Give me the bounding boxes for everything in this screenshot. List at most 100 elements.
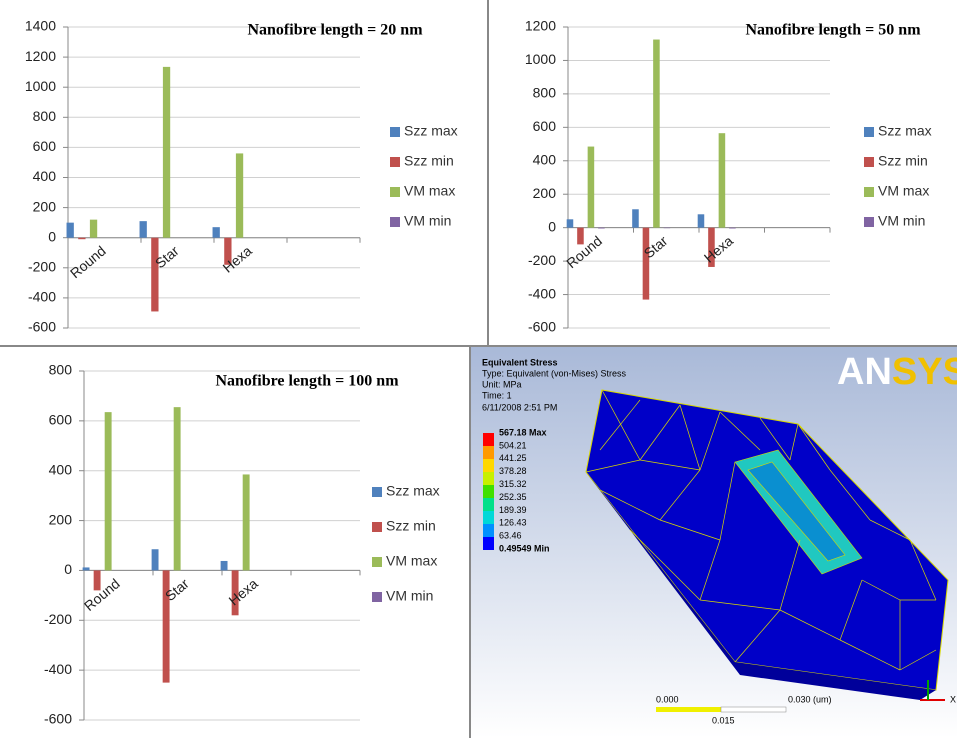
y-tick-label: -200 bbox=[28, 259, 56, 275]
legend-value: 315.32 bbox=[499, 479, 527, 489]
bar bbox=[664, 228, 671, 229]
bar bbox=[598, 228, 605, 229]
y-tick-label: -600 bbox=[28, 319, 56, 335]
y-tick-label: 200 bbox=[33, 198, 57, 214]
bar bbox=[243, 474, 250, 570]
legend-swatch bbox=[372, 487, 382, 497]
scale-bar bbox=[721, 707, 786, 712]
y-tick-label: -400 bbox=[528, 285, 556, 301]
legend-label: VM min bbox=[386, 588, 433, 604]
legend-swatch bbox=[372, 557, 382, 567]
ansys-date: 6/11/2008 2:51 PM bbox=[482, 402, 557, 412]
bar bbox=[83, 567, 90, 570]
legend-swatch bbox=[372, 592, 382, 602]
legend-swatch bbox=[864, 157, 874, 167]
bar bbox=[719, 133, 726, 227]
y-tick-label: -200 bbox=[44, 611, 72, 627]
legend-label: Szz min bbox=[386, 518, 436, 534]
y-tick-label: 1400 bbox=[25, 18, 56, 34]
legend-label: VM max bbox=[386, 553, 437, 569]
legend-swatch bbox=[390, 127, 400, 137]
legend-value: 0.49549 Min bbox=[499, 543, 550, 553]
y-tick-label: 0 bbox=[548, 218, 556, 234]
y-tick-label: 400 bbox=[49, 461, 73, 477]
legend-value: 378.28 bbox=[499, 466, 527, 476]
legend-swatch bbox=[864, 187, 874, 197]
legend-label: VM min bbox=[404, 213, 451, 229]
bar bbox=[653, 40, 660, 228]
scale-label: 0.000 bbox=[656, 694, 679, 704]
legend-swatch bbox=[372, 522, 382, 532]
legend-label: Szz max bbox=[404, 123, 458, 139]
ansys-logo: ANSYS bbox=[837, 351, 957, 393]
axis-label: X bbox=[950, 694, 956, 704]
ansys-time: Time: 1 bbox=[482, 390, 512, 400]
ansys-title: Equivalent Stress bbox=[482, 357, 558, 367]
ansys-color-legend bbox=[483, 433, 494, 550]
y-tick-label: 1000 bbox=[525, 51, 556, 67]
logo-part: AN bbox=[837, 351, 892, 393]
bar bbox=[643, 228, 650, 300]
bar bbox=[174, 407, 181, 570]
scale-label: 0.015 bbox=[712, 715, 735, 725]
y-tick-label: 600 bbox=[533, 118, 557, 134]
legend-label: Szz min bbox=[878, 153, 928, 169]
bar bbox=[567, 219, 574, 227]
y-tick-label: -600 bbox=[528, 319, 556, 335]
scale-label: 0.030 (um) bbox=[788, 694, 832, 704]
legend-value: 504.21 bbox=[499, 440, 527, 450]
chart-title: Nanofibre length = 100 nm bbox=[215, 373, 399, 390]
bar bbox=[588, 147, 595, 228]
y-tick-label: 600 bbox=[49, 412, 73, 428]
legend-label: VM min bbox=[878, 213, 925, 229]
y-tick-label: -400 bbox=[44, 661, 72, 677]
bar bbox=[236, 153, 243, 237]
y-tick-label: 400 bbox=[33, 168, 57, 184]
legend-swatch bbox=[864, 217, 874, 227]
y-tick-label: 400 bbox=[533, 151, 557, 167]
bar bbox=[67, 223, 74, 238]
legend-value: 567.18 Max bbox=[499, 427, 547, 437]
legend-swatch bbox=[390, 217, 400, 227]
legend-value: 189.39 bbox=[499, 505, 527, 515]
legend-swatch bbox=[864, 127, 874, 137]
legend-value: 441.25 bbox=[499, 453, 527, 463]
ansys-type: Type: Equivalent (von-Mises) Stress bbox=[482, 368, 627, 378]
screenshot: -600-400-2000200400600800100012001400Rou… bbox=[0, 0, 957, 738]
y-tick-label: 600 bbox=[33, 138, 57, 154]
bar bbox=[213, 227, 220, 238]
ansys-panel: Equivalent Stress Type: Equivalent (von-… bbox=[471, 347, 957, 738]
chart-title: Nanofibre length = 20 nm bbox=[247, 22, 423, 39]
bar bbox=[105, 412, 112, 570]
y-tick-label: 800 bbox=[33, 108, 57, 124]
y-tick-label: 1200 bbox=[25, 48, 56, 64]
y-tick-label: 800 bbox=[49, 362, 73, 378]
logo-part: SYS bbox=[892, 351, 957, 393]
y-tick-label: 0 bbox=[48, 228, 56, 244]
legend-swatch bbox=[390, 157, 400, 167]
bar bbox=[90, 220, 97, 238]
y-tick-label: 200 bbox=[49, 511, 73, 527]
legend-value: 252.35 bbox=[499, 492, 527, 502]
legend-value: 63.46 bbox=[499, 531, 522, 541]
legend-label: VM max bbox=[878, 183, 929, 199]
legend-value: 126.43 bbox=[499, 518, 527, 528]
legend-label: VM max bbox=[404, 183, 455, 199]
y-tick-label: -600 bbox=[44, 711, 72, 727]
legend-label: Szz min bbox=[404, 153, 454, 169]
ansys-unit: Unit: MPa bbox=[482, 379, 522, 389]
bar bbox=[163, 67, 170, 238]
legend-label: Szz max bbox=[386, 483, 440, 499]
legend-swatch bbox=[390, 187, 400, 197]
bar bbox=[698, 214, 705, 227]
bar bbox=[152, 549, 159, 570]
y-tick-label: 200 bbox=[533, 185, 557, 201]
bar bbox=[221, 561, 228, 570]
chart-title: Nanofibre length = 50 nm bbox=[745, 22, 921, 39]
y-tick-label: 0 bbox=[64, 561, 72, 577]
y-tick-label: 1200 bbox=[525, 18, 556, 34]
bar bbox=[140, 221, 147, 238]
scale-bar bbox=[656, 707, 721, 712]
bar bbox=[78, 238, 85, 240]
y-tick-label: 800 bbox=[533, 85, 557, 101]
